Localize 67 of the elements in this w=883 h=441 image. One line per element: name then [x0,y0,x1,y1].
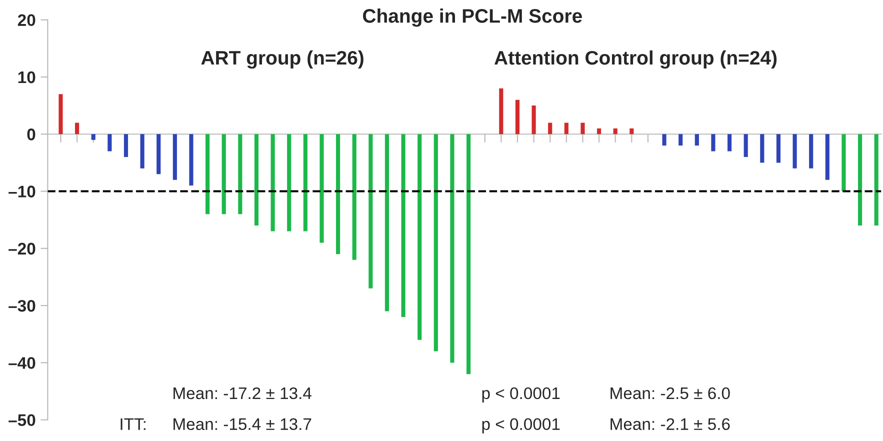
bar [401,134,406,317]
bar [156,134,161,174]
bar [303,134,308,232]
bar [172,134,177,180]
y-tick-label: –50 [8,414,36,426]
bar [613,128,618,134]
bar [287,134,292,232]
bar [189,134,194,186]
bar [450,134,454,363]
bar [124,134,128,157]
bar [776,134,781,163]
annotation: Mean: -15.4 ± 13.7 [174,418,312,430]
bar [499,88,504,134]
bar [140,134,144,168]
y-tick-label: 10 [18,71,36,84]
annotation: p < 0.0001 [482,418,560,434]
bar [320,134,324,243]
annotation: Mean: -2.1 ± 5.6 [610,418,730,430]
bar [238,134,242,214]
y-tick-label: –20 [8,242,36,255]
bar [466,134,471,374]
bar [254,134,259,226]
annotation: Mean: -17.2 ± 13.4 [174,387,312,400]
bar [662,134,666,146]
bar [564,122,568,134]
bar [694,134,699,146]
y-tick-label: 0 [27,128,36,140]
bar [548,122,552,134]
bar [206,134,210,214]
bar [532,106,536,134]
bar [825,134,830,180]
bar [596,128,602,134]
bar [727,134,732,152]
bar [874,134,878,226]
bar [434,134,438,352]
bar [418,134,422,340]
bar [58,94,63,134]
bar [75,122,80,134]
bar [336,134,340,254]
bar [630,128,634,134]
annotation: ITT: [120,418,146,430]
bar [744,134,748,157]
bar [858,134,862,226]
bar [678,134,683,146]
bar [368,134,373,288]
bar [842,134,846,192]
bar [108,134,112,152]
y-tick-label: –30 [8,300,36,312]
bar [91,134,96,140]
bar [792,134,797,168]
bar [222,134,226,214]
bar [760,134,764,163]
bar [580,122,585,134]
y-tick-label: –40 [8,357,36,369]
bar [384,134,390,312]
annotation: Attention Control group (n=24) [494,50,777,69]
y-tick-label: 20 [18,14,36,26]
bar [270,134,275,232]
y-tick-label: –10 [8,186,36,198]
annotation: p < 0.0001 [482,387,560,402]
bar [515,100,520,134]
annotation: ART group (n=26) [201,50,364,69]
annotation: Mean: -2.5 ± 6.0 [610,387,730,400]
chart-title: Change in PCL-M Score [363,8,582,27]
bar [352,134,356,260]
bar [809,134,814,168]
bar [711,134,716,152]
